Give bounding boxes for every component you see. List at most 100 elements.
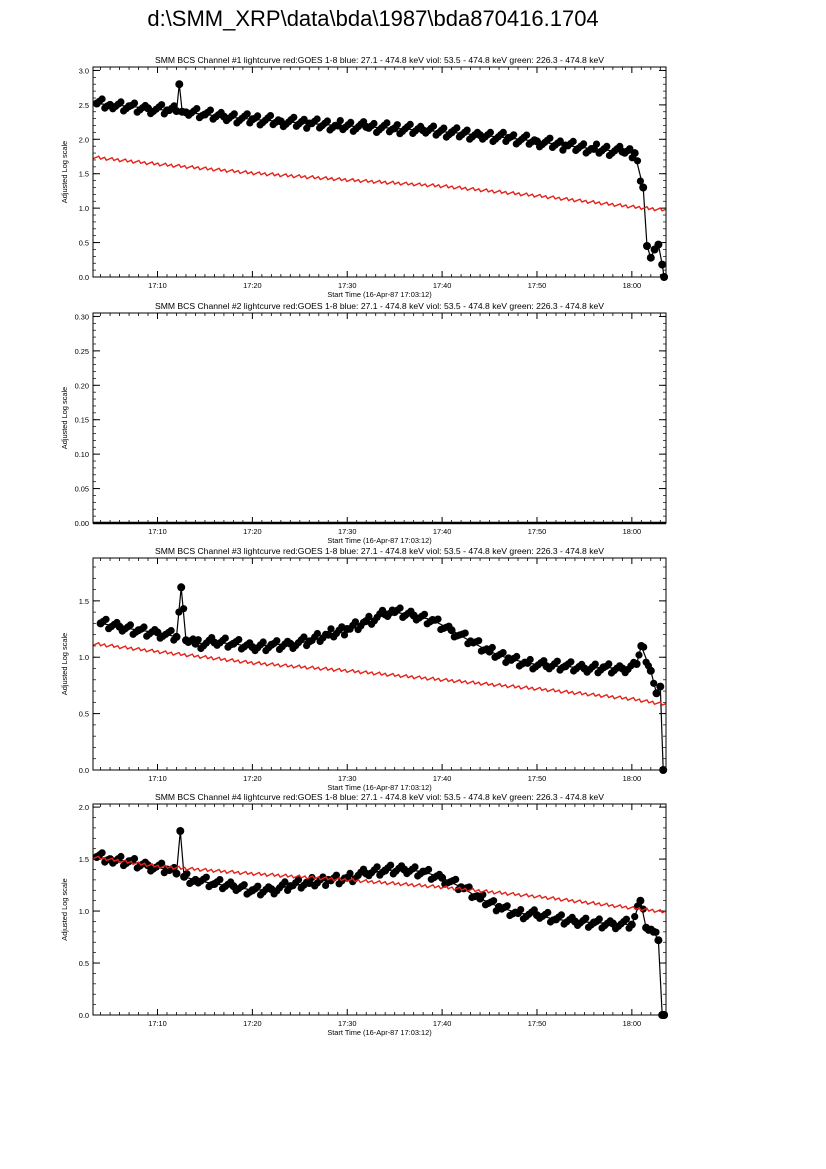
- series-dot: [546, 134, 554, 142]
- series-line-2: [92, 155, 667, 212]
- data-point: [476, 131, 485, 140]
- chart-title: SMM BCS Channel #1 lightcurve red:GOES 1…: [155, 55, 604, 65]
- series-dot: [300, 115, 308, 123]
- data-point: [381, 866, 390, 875]
- x-tick-label: 17:30: [338, 774, 357, 783]
- series-dot: [650, 679, 658, 687]
- data-point: [570, 917, 579, 926]
- series-dot: [453, 124, 461, 132]
- data-point: [92, 99, 101, 108]
- data-point: [643, 242, 651, 250]
- series-dot: [240, 881, 248, 889]
- series-dot: [463, 126, 471, 134]
- y-tick-label: 2.0: [79, 135, 89, 144]
- series-dot: [180, 605, 188, 613]
- data-point: [654, 936, 663, 945]
- data-point: [599, 663, 608, 672]
- data-point: [343, 625, 352, 633]
- data-point: [248, 115, 257, 124]
- series-dot: [544, 908, 552, 917]
- x-tick-label: 17:40: [433, 1019, 452, 1028]
- data-point: [428, 616, 437, 624]
- y-tick-label: 1.5: [79, 597, 89, 606]
- y-tick-label: 0.5: [79, 710, 89, 719]
- x-tick-label: 17:40: [433, 774, 452, 783]
- data-point: [362, 869, 371, 878]
- data-point: [176, 827, 185, 835]
- series-dot: [230, 110, 238, 118]
- y-tick-label: 0.20: [75, 381, 89, 390]
- series-dot: [440, 124, 448, 132]
- series-dot: [636, 177, 645, 185]
- series-dot: [98, 95, 106, 103]
- y-tick-label: 0.00: [75, 519, 89, 528]
- series-dot: [387, 861, 395, 869]
- y-tick-label: 0.0: [79, 766, 89, 775]
- y-tick-label: 0.0: [79, 1011, 89, 1020]
- series-dot: [98, 849, 106, 857]
- chart-title: SMM BCS Channel #3 lightcurve red:GOES 1…: [155, 546, 604, 556]
- series-dot: [580, 140, 588, 148]
- chart-panel-1: SMM BCS Channel #1 lightcurve red:GOES 1…: [60, 55, 669, 299]
- series-dot: [603, 142, 611, 150]
- series-dot: [626, 145, 634, 153]
- y-tick-label: 1.0: [79, 907, 89, 916]
- data-point: [504, 133, 513, 142]
- series-dot: [569, 137, 577, 145]
- series-dot: [300, 633, 308, 641]
- y-tick-label: 0.10: [75, 450, 89, 459]
- chart-panel-4: SMM BCS Channel #4 lightcurve red:GOES 1…: [60, 792, 669, 1037]
- data-point: [419, 126, 428, 135]
- data-point: [618, 664, 627, 673]
- plot-frame: [92, 557, 667, 771]
- page-title: d:\SMM_XRP\data\bda\1987\bda870416.1704: [147, 6, 599, 31]
- x-tick-label: 17:20: [243, 527, 262, 536]
- data-point: [637, 642, 646, 650]
- series-dot: [429, 122, 438, 130]
- x-tick-label: 17:50: [528, 774, 547, 783]
- y-tick-label: 0.30: [75, 312, 89, 321]
- series-dot: [323, 117, 331, 125]
- y-axis-label: Adjusted Log scale: [60, 878, 69, 940]
- data-point: [134, 626, 143, 635]
- data-point: [153, 628, 162, 637]
- data-point: [533, 911, 541, 920]
- data-point: [438, 873, 447, 882]
- data-point: [608, 919, 617, 928]
- data-point: [267, 885, 276, 894]
- series-dot: [158, 101, 166, 109]
- data-point: [652, 689, 661, 698]
- data-point: [466, 637, 475, 646]
- data-point: [561, 141, 570, 150]
- data-point: [191, 875, 200, 884]
- data-point: [305, 637, 314, 646]
- data-point: [552, 915, 560, 924]
- series-dot: [290, 113, 298, 121]
- plot-frame: [92, 66, 667, 278]
- data-point: [305, 119, 314, 128]
- data-point: [219, 112, 228, 121]
- series-dot: [193, 105, 201, 113]
- x-tick-label: 18:00: [623, 774, 642, 783]
- data-point: [200, 110, 209, 119]
- series-dot: [461, 629, 469, 637]
- series-dot: [557, 911, 566, 919]
- series-dot: [406, 120, 414, 128]
- data-point: [533, 137, 541, 146]
- series-dot: [635, 651, 643, 659]
- data-point: [210, 880, 219, 888]
- plot-frame: [92, 312, 667, 524]
- series-dot: [475, 637, 483, 645]
- x-tick-label: 18:00: [623, 1019, 642, 1028]
- data-point: [115, 622, 124, 631]
- series-dot: [631, 913, 639, 921]
- y-axis-label: Adjusted Log scale: [60, 141, 69, 203]
- data-point: [447, 128, 456, 137]
- series-dot: [499, 649, 507, 657]
- data-point: [248, 886, 257, 895]
- data-point: [658, 260, 667, 269]
- series-dot: [370, 119, 378, 128]
- series-dot: [582, 914, 590, 922]
- series-dot: [167, 627, 175, 635]
